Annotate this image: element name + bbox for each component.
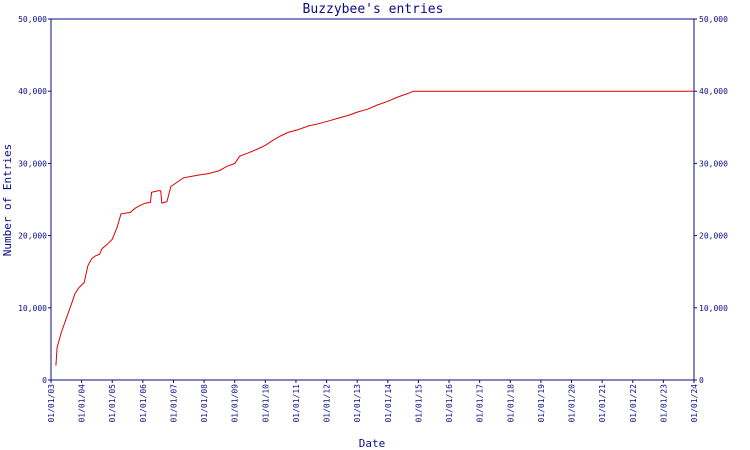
y-tick-label: 50,000 (18, 15, 47, 24)
x-tick-label: 01/01/19 (537, 384, 546, 423)
x-tick-label: 01/01/17 (476, 384, 485, 423)
x-tick-label: 01/01/16 (445, 384, 454, 423)
x-tick-label: 01/01/22 (629, 384, 638, 423)
y-tick-label: 10,000 (18, 304, 47, 313)
x-tick-label: 01/01/18 (506, 384, 515, 423)
y-axis-label: Number of Entries (1, 144, 14, 257)
right-y-tick-label: 0 (699, 376, 704, 385)
x-tick-label: 01/01/24 (690, 384, 699, 423)
series-layer (55, 90, 694, 366)
right-y-tick-label: 40,000 (699, 87, 728, 96)
y-tick-label: 20,000 (18, 232, 47, 241)
x-tick-label: 01/01/13 (353, 384, 362, 423)
left-y-axis: 0 10,000 20,000 30,000 40,000 50,000 (18, 15, 51, 385)
x-tick-label: 01/01/05 (108, 384, 117, 423)
plot-area-frame (50, 18, 695, 381)
x-tick-label: 01/01/23 (659, 384, 668, 423)
y-tick-label: 30,000 (18, 159, 47, 168)
x-tick-label: 01/01/12 (323, 384, 332, 423)
right-y-axis: 0 10,000 20,000 30,000 40,000 50,000 (694, 15, 728, 385)
x-axis-label: Date (359, 437, 386, 450)
x-tick-label: 01/01/04 (78, 384, 87, 423)
chart-title: Buzzybee's entries (303, 2, 444, 17)
x-tick-label: 01/01/09 (231, 384, 240, 423)
series-line (55, 90, 694, 366)
x-tick-label: 01/01/10 (261, 384, 270, 423)
right-y-tick-label: 20,000 (699, 232, 728, 241)
y-tick-label: 40,000 (18, 87, 47, 96)
right-y-tick-label: 10,000 (699, 304, 728, 313)
x-tick-label: 01/01/07 (169, 384, 178, 423)
y-tick-label: 0 (42, 376, 47, 385)
x-tick-label: 01/01/21 (598, 384, 607, 423)
x-tick-label: 01/01/14 (384, 384, 393, 423)
x-tick-label: 01/01/08 (200, 384, 209, 423)
x-tick-label: 01/01/20 (568, 384, 577, 423)
x-tick-label: 01/01/03 (47, 384, 56, 423)
right-y-tick-label: 50,000 (699, 15, 728, 24)
x-tick-label: 01/01/11 (292, 384, 301, 423)
x-tick-label: 01/01/06 (139, 384, 148, 423)
x-axis: 01/01/03 01/01/04 01/01/05 01/01/06 01/01/07… (47, 380, 699, 423)
right-y-tick-label: 30,000 (699, 159, 728, 168)
x-tick-label: 01/01/15 (414, 384, 423, 423)
